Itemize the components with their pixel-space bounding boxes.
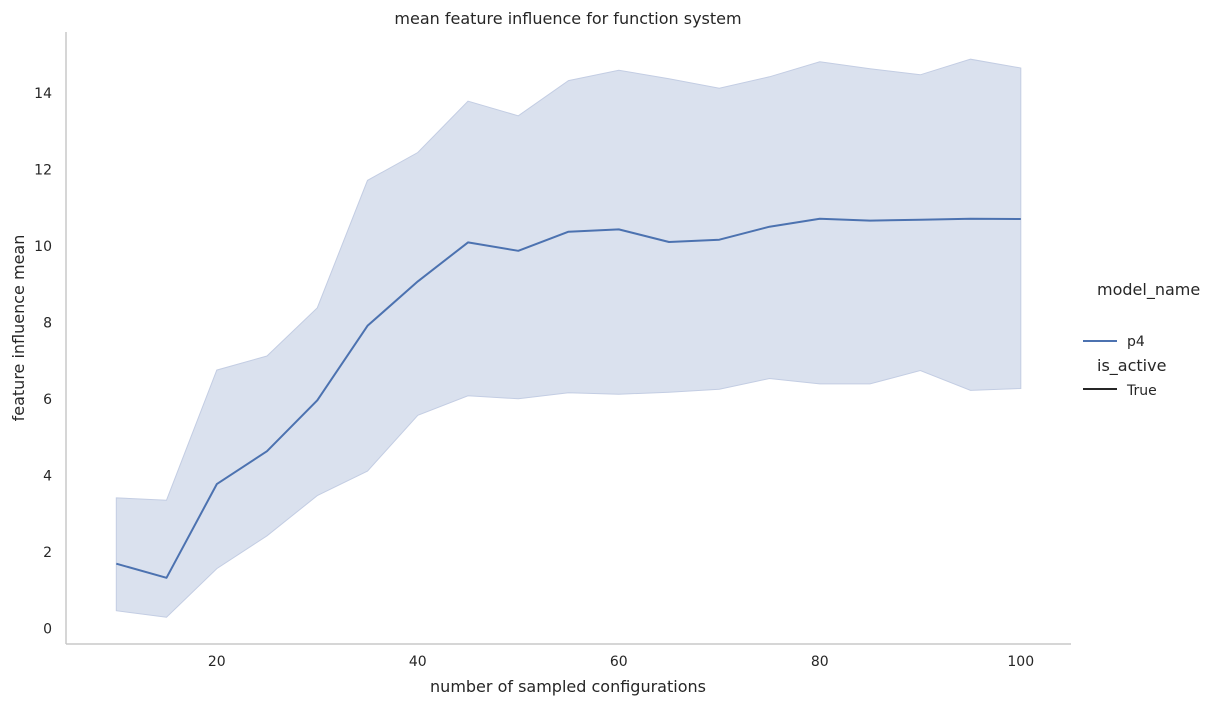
legend-style-title: is_active bbox=[1097, 356, 1166, 376]
x-tick-label: 40 bbox=[409, 654, 427, 670]
y-tick-label: 2 bbox=[43, 545, 52, 561]
y-tick-label: 0 bbox=[43, 622, 52, 638]
series-p4-line bbox=[116, 217, 1021, 579]
y-axis-label: feature influence mean bbox=[9, 235, 28, 422]
plot-area bbox=[115, 58, 1022, 618]
y-tick-label: 12 bbox=[34, 163, 52, 179]
y-tick-label: 14 bbox=[34, 86, 52, 102]
y-axis-ticks: 0 2 4 6 8 10 12 14 bbox=[34, 86, 52, 638]
legend-entry-true: True bbox=[1126, 383, 1157, 399]
legend: model_name p4 is_active True bbox=[1083, 280, 1200, 399]
x-axis-label: number of sampled configurations bbox=[430, 677, 706, 696]
chart-title: mean feature influence for function syst… bbox=[394, 9, 741, 28]
y-tick-label: 4 bbox=[43, 469, 52, 485]
x-tick-label: 60 bbox=[610, 654, 628, 670]
x-tick-label: 100 bbox=[1007, 654, 1034, 670]
legend-entry-p4: p4 bbox=[1127, 334, 1145, 350]
series-p4-confidence-band bbox=[115, 58, 1022, 618]
x-tick-label: 80 bbox=[811, 654, 829, 670]
legend-hue-title: model_name bbox=[1097, 280, 1200, 300]
y-tick-label: 6 bbox=[43, 392, 52, 408]
x-tick-label: 20 bbox=[208, 654, 226, 670]
x-axis-ticks: 20 40 60 80 100 bbox=[208, 654, 1034, 670]
y-tick-label: 8 bbox=[43, 316, 52, 332]
y-tick-label: 10 bbox=[34, 239, 52, 255]
